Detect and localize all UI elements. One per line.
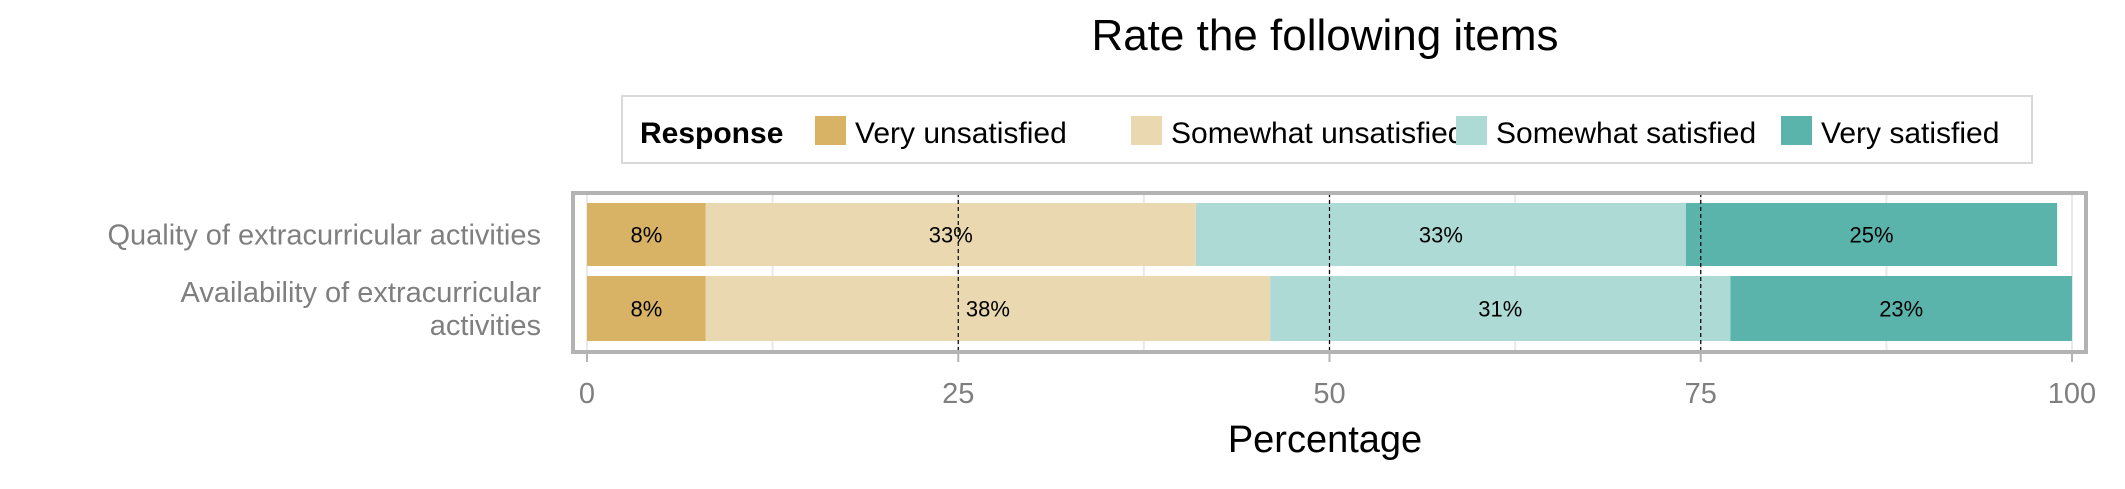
panel-border xyxy=(571,191,2088,354)
legend-key xyxy=(1781,116,1812,145)
data-label: 8% xyxy=(631,297,663,322)
x-tick-label: 25 xyxy=(942,378,974,410)
x-axis-label: Percentage xyxy=(1228,419,1422,461)
legend-entry: Very satisfied xyxy=(1821,117,1999,150)
data-label: 33% xyxy=(1419,223,1463,248)
plot-area: 8% 33% 33% 25% Quality of extracurricular ac… xyxy=(107,191,2096,410)
y-tick-label: Quality of extracurricular activities xyxy=(107,220,541,252)
data-label: 8% xyxy=(631,223,663,248)
data-label: 31% xyxy=(1478,297,1522,322)
y-tick-label: activities xyxy=(430,310,541,342)
bar-segment xyxy=(1195,203,1686,266)
legend: Response Very unsatisfied Somewhat unsatis… xyxy=(621,95,2033,164)
bar-segment xyxy=(587,203,706,266)
x-tick-label: 0 xyxy=(579,378,595,410)
bar-segment xyxy=(1270,276,1731,341)
legend-key xyxy=(1456,116,1487,145)
bar-segment xyxy=(705,203,1196,266)
x-tick-label: 50 xyxy=(1313,378,1345,410)
x-tick-label: 75 xyxy=(1685,378,1717,410)
legend-title: Response xyxy=(640,117,783,150)
data-label: 38% xyxy=(966,297,1010,322)
data-label: 33% xyxy=(929,223,973,248)
legend-entry: Somewhat unsatisfied xyxy=(1171,117,1465,150)
legend-entry: Somewhat satisfied xyxy=(1496,117,1756,150)
data-label: 23% xyxy=(1879,297,1923,322)
y-tick-label: Availability of extracurricular xyxy=(181,277,542,309)
legend-key xyxy=(815,116,846,145)
legend-key xyxy=(1131,116,1162,145)
bar-segment xyxy=(705,276,1271,341)
bar-segment xyxy=(1685,203,2058,266)
data-label: 25% xyxy=(1850,223,1894,248)
bar-segment xyxy=(1730,276,2072,341)
bar-segment xyxy=(587,276,706,341)
x-tick-label: 100 xyxy=(2048,378,2096,410)
legend-entry: Very unsatisfied xyxy=(855,117,1067,150)
chart-title: Rate the following items xyxy=(1091,11,1558,60)
